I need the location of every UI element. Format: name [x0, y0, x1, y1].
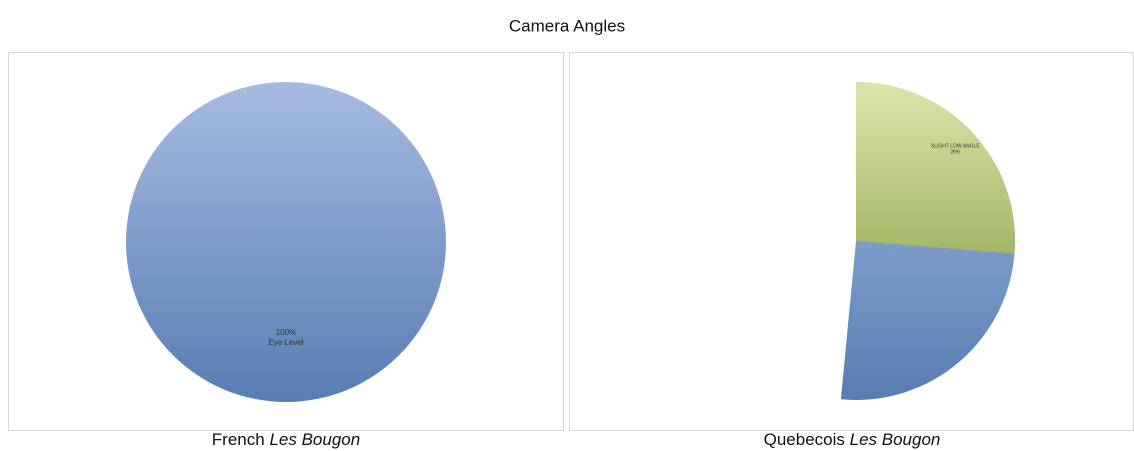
caption-italic: Les Bougon — [269, 430, 360, 449]
chart-caption: French Les Bougon — [212, 430, 360, 449]
chart-caption: Quebecois Les Bougon — [764, 430, 941, 449]
page-title: Camera Angles — [509, 16, 625, 35]
pie-slice — [856, 82, 1016, 254]
pie-slice — [126, 82, 446, 402]
caption-text: French — [212, 430, 265, 449]
slice-label-line: SLIGHT LOW ANGLE — [931, 144, 980, 150]
caption-italic: Les Bougon — [850, 430, 941, 449]
slice-label-line: 26% — [950, 150, 961, 156]
caption-text: Quebecois — [764, 430, 845, 449]
slice-label-line: Eye Level — [268, 338, 303, 347]
slice-label: SLIGHT LOW ANGLE 26% — [931, 144, 980, 156]
panel — [8, 52, 564, 431]
slice-label-line: 100% — [276, 328, 296, 337]
slice-label: 100% Eye Level — [268, 328, 303, 347]
